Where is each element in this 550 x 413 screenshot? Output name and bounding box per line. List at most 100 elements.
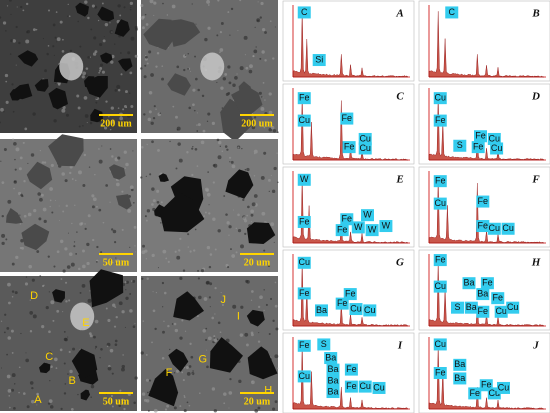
- element-tag: [468, 387, 482, 400]
- texture: [162, 249, 167, 254]
- spectrum-trace: [292, 10, 409, 78]
- texture: [144, 64, 147, 67]
- texture: [72, 347, 76, 351]
- texture: [207, 171, 209, 173]
- texture: [277, 131, 279, 133]
- particle: [13, 83, 33, 100]
- texture: [262, 96, 264, 98]
- texture: [156, 200, 160, 204]
- element-label: Ba: [463, 278, 474, 288]
- texture: [82, 249, 85, 253]
- texture: [207, 112, 211, 116]
- texture: [261, 50, 265, 54]
- texture: [60, 407, 63, 411]
- texture: [39, 149, 42, 152]
- texture: [16, 6, 18, 8]
- texture: [109, 22, 111, 24]
- texture: [44, 69, 47, 73]
- element-label: C: [449, 7, 456, 17]
- texture: [19, 223, 22, 225]
- element-tag: [297, 6, 311, 19]
- texture: [181, 319, 184, 322]
- element-tag: [342, 141, 356, 154]
- texture: [220, 292, 222, 294]
- texture: [250, 209, 255, 214]
- eds-spectrum: A C Si: [282, 0, 415, 82]
- texture: [146, 62, 149, 65]
- texture: [260, 1, 264, 6]
- texture: [56, 41, 58, 43]
- texture: [50, 300, 55, 305]
- texture: [11, 352, 14, 354]
- particle: [168, 19, 201, 47]
- texture: [178, 158, 183, 163]
- texture: [143, 75, 147, 79]
- point-label: D: [30, 290, 38, 302]
- particle: [247, 346, 278, 380]
- element-label: Fe: [345, 288, 356, 298]
- texture: [134, 251, 136, 253]
- element-tag: [433, 197, 447, 210]
- texture: [181, 371, 184, 374]
- texture: [91, 194, 95, 198]
- texture: [123, 119, 127, 122]
- particle: [80, 389, 90, 401]
- texture: [121, 310, 125, 314]
- particle: [116, 194, 132, 210]
- texture: [228, 407, 230, 409]
- texture: [257, 340, 261, 343]
- texture: [76, 94, 80, 98]
- element-tag: [335, 297, 349, 310]
- texture: [221, 303, 224, 306]
- sem-image: 200 um: [0, 0, 138, 133]
- eds-spectrum: BC: [418, 0, 550, 82]
- texture: [0, 320, 3, 322]
- element-tag: [297, 173, 311, 186]
- texture: [206, 365, 209, 369]
- texture: [212, 181, 215, 184]
- texture: [250, 220, 252, 223]
- texture: [259, 295, 263, 300]
- texture: [134, 376, 138, 380]
- texture: [91, 4, 95, 8]
- texture: [268, 92, 272, 96]
- texture: [230, 7, 234, 11]
- texture: [84, 223, 86, 225]
- texture: [50, 365, 53, 368]
- texture: [85, 67, 89, 70]
- texture: [217, 229, 221, 233]
- texture: [101, 145, 103, 147]
- texture: [115, 182, 120, 187]
- texture: [8, 0, 12, 2]
- texture: [109, 258, 112, 261]
- element-label: Cu: [502, 223, 514, 233]
- texture: [145, 23, 149, 26]
- texture: [151, 341, 153, 344]
- texture: [99, 357, 101, 359]
- texture: [42, 37, 45, 40]
- texture: [211, 121, 216, 126]
- texture: [154, 327, 157, 331]
- texture: [49, 187, 54, 191]
- texture: [39, 197, 43, 202]
- texture: [125, 280, 129, 284]
- texture: [77, 106, 81, 110]
- texture: [76, 231, 78, 233]
- texture: [253, 149, 258, 154]
- texture: [197, 123, 201, 127]
- texture: [100, 63, 104, 67]
- point-label: G: [199, 354, 208, 366]
- element-label: C: [301, 7, 308, 17]
- texture: [196, 314, 199, 318]
- texture: [48, 330, 51, 334]
- texture: [198, 392, 201, 395]
- texture: [151, 253, 155, 258]
- texture: [54, 36, 57, 39]
- element-tag: [365, 224, 379, 237]
- texture: [10, 13, 12, 16]
- texture: [179, 336, 183, 340]
- texture: [243, 35, 248, 40]
- eds-spectrum: C Fe Cu Fe Cu Fe Cu: [282, 83, 415, 165]
